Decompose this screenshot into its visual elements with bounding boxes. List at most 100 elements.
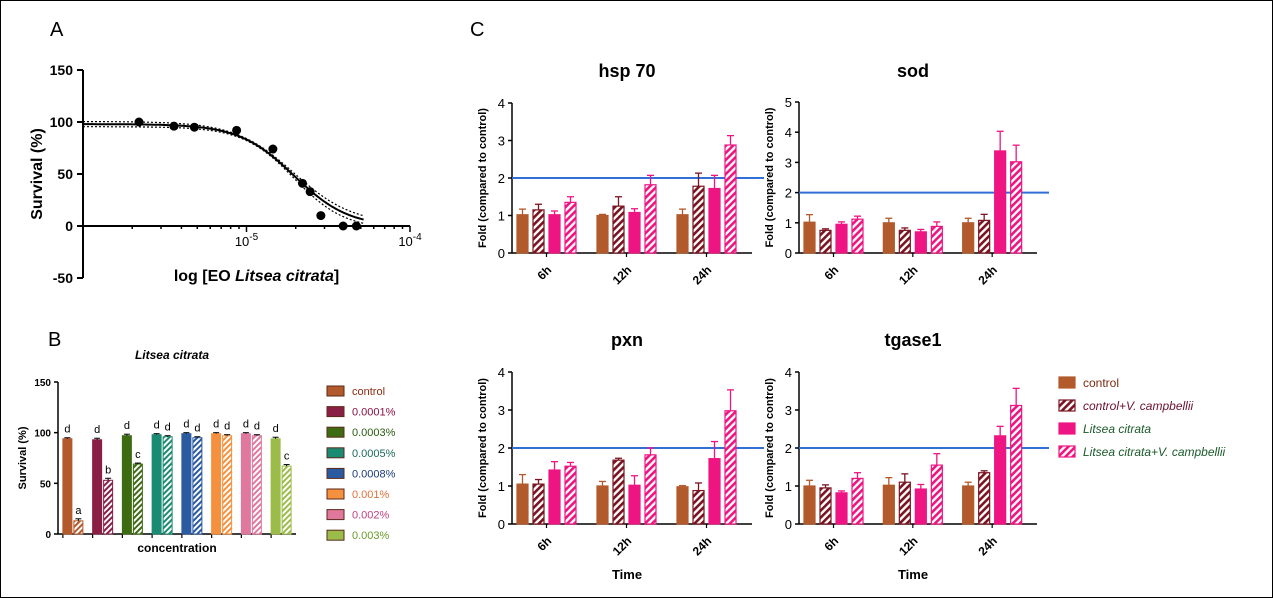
c-legend-label: Litsea citrata+V. campbellii	[1083, 445, 1226, 459]
a-data-point	[134, 117, 144, 127]
c-bar	[676, 486, 689, 525]
c-bar	[548, 214, 561, 254]
c-bar	[978, 472, 991, 525]
b-y-tick-label: 100	[34, 429, 51, 440]
b-legend-swatch	[326, 509, 345, 521]
b-significance-letter: d	[165, 422, 171, 434]
c-bar	[564, 201, 577, 254]
a-data-point	[351, 221, 361, 231]
a-y-tick-label: 50	[57, 166, 73, 182]
c-bar	[962, 485, 975, 525]
c-y-tick-label: 3	[498, 134, 505, 149]
a-data-point	[232, 125, 242, 135]
c-bar	[708, 187, 721, 254]
a-data-point	[338, 221, 348, 231]
b-significance-letter: d	[224, 421, 230, 433]
b-significance-letter: c	[135, 449, 141, 461]
c-bar	[898, 229, 911, 254]
c-x-axis-label: Time	[898, 567, 928, 582]
c-bar	[851, 218, 864, 254]
a-data-point	[169, 121, 179, 131]
c-bar	[644, 184, 657, 254]
b-significance-letter: d	[183, 419, 189, 431]
c-bar	[532, 209, 545, 254]
c-x-tick-label: 6h	[534, 263, 554, 283]
b-legend-label: 0.001%	[352, 489, 390, 501]
a-y-tick-label: 0	[65, 218, 73, 234]
a-x-tick-label: 10-5	[235, 232, 259, 249]
c-bar	[628, 211, 641, 254]
b-y-tick-label: 0	[45, 530, 51, 541]
b-bar	[151, 434, 162, 535]
c-y-tick-label: 0	[785, 517, 792, 532]
b-legend-swatch	[326, 447, 345, 459]
c-bar	[628, 484, 641, 525]
panel-label-b: B	[48, 329, 61, 351]
panel-c-legend: control control+V. campbellii Litsea citra…	[1058, 376, 1226, 459]
c-bar	[1010, 161, 1023, 254]
a-x-tick-label: 10-4	[398, 232, 422, 249]
c-y-tick-label: 2	[785, 441, 792, 456]
c-bar	[914, 488, 927, 525]
c-bar	[596, 214, 609, 254]
c-bar	[898, 481, 911, 525]
c-bar	[962, 222, 975, 254]
c-legend-label: Litsea citrata	[1083, 422, 1151, 436]
c-y-tick-label: 2	[498, 171, 505, 186]
c-y-tick-label: 3	[498, 403, 505, 418]
b-y-tick-label: 50	[40, 479, 52, 490]
c-y-tick-label: 2	[785, 186, 792, 201]
c-legend-swatch	[1058, 445, 1076, 458]
c-bar	[882, 484, 895, 525]
c-bar	[882, 222, 895, 254]
c-x-tick-label: 24h	[690, 263, 715, 288]
b-significance-letter: b	[105, 464, 111, 476]
c-y-tick-label: 1	[785, 479, 792, 494]
b-significance-letter: a	[75, 505, 82, 517]
b-y-tick-label: 150	[34, 378, 51, 389]
b-legend-swatch	[326, 426, 345, 438]
c-x-tick-label: 6h	[821, 534, 841, 554]
c-y-tick-label: 0	[498, 517, 505, 532]
b-bar	[103, 479, 114, 535]
b-bar	[73, 520, 84, 535]
b-significance-letter: d	[194, 423, 200, 435]
b-significance-letter: c	[284, 451, 290, 463]
a-y-axis-label: Survival (%)	[29, 128, 46, 220]
c-bar	[692, 489, 705, 525]
b-bar	[92, 439, 103, 535]
a-y-tick-label: 150	[50, 62, 74, 78]
c-bar	[612, 205, 625, 254]
a-fit-curve	[83, 123, 364, 221]
c-y-tick-label: 4	[785, 125, 792, 140]
c-bar	[516, 483, 529, 525]
panel-label-a: A	[50, 19, 64, 41]
b-bar	[240, 433, 251, 535]
c-bar	[978, 219, 991, 254]
b-significance-letter: d	[243, 419, 249, 431]
c-bar	[819, 229, 832, 254]
a-x-axis-label: log [EO Litsea citrata]	[174, 268, 339, 285]
b-legend-label: 0.003%	[352, 530, 390, 542]
c-chart-title: tgase1	[884, 330, 941, 350]
c-legend-label: control+V. campbellii	[1083, 399, 1193, 413]
b-legend-swatch	[326, 467, 345, 479]
c-y-tick-label: 0	[785, 246, 792, 261]
a-ci-lower	[83, 126, 364, 224]
c-legend-swatch	[1058, 422, 1076, 435]
c-y-tick-label: 4	[498, 365, 505, 380]
b-legend-label: 0.002%	[352, 510, 390, 522]
c-y-tick-label: 2	[498, 441, 505, 456]
c-bar	[930, 464, 943, 525]
c-bar	[914, 231, 927, 254]
c-x-tick-label: 12h	[610, 534, 635, 559]
b-significance-letter: d	[64, 424, 70, 436]
b-legend-label: 0.0003%	[352, 427, 396, 439]
a-ci-upper	[83, 121, 364, 217]
c-bar	[803, 221, 816, 254]
b-bar	[222, 435, 233, 535]
b-significance-letter: d	[254, 421, 260, 433]
b-significance-letter: d	[94, 424, 100, 436]
b-legend-label: 0.0008%	[352, 468, 396, 480]
c-y-tick-label: 4	[498, 96, 505, 111]
